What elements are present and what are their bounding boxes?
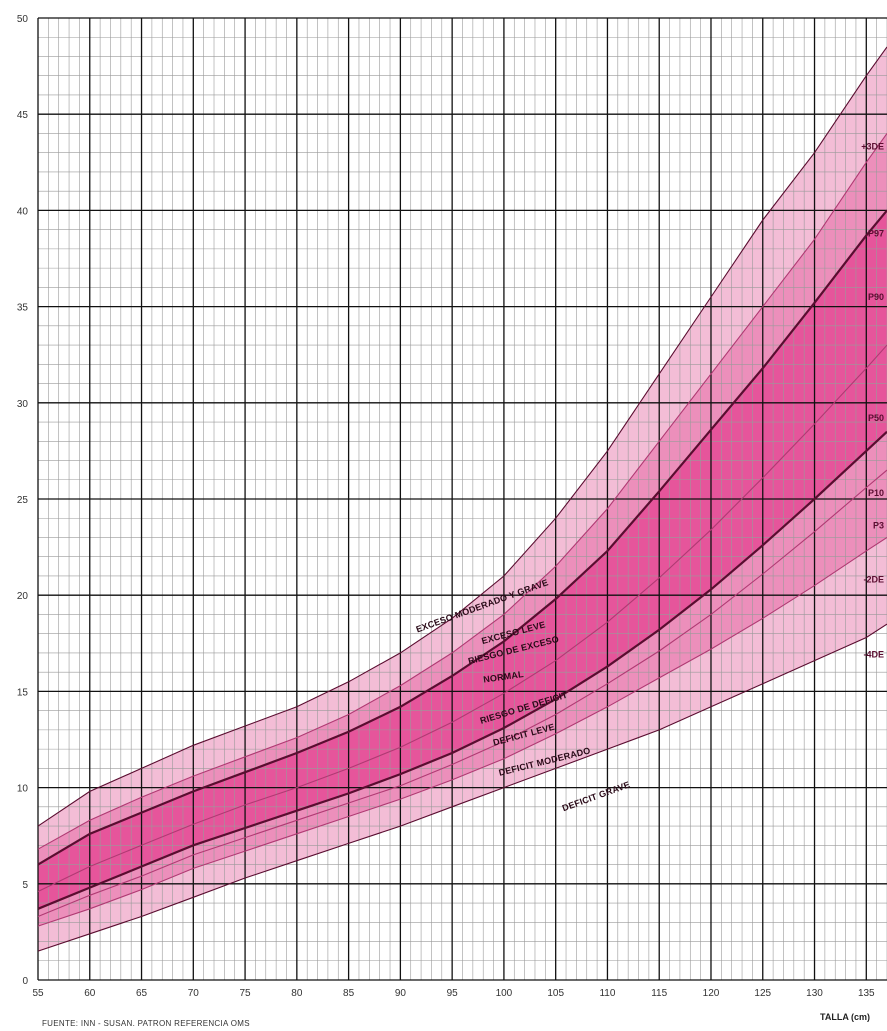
curve-p10	[37, 430, 887, 910]
curve-label: P50	[868, 413, 884, 423]
x-tick-label: 80	[291, 988, 303, 999]
x-tick-label: 120	[703, 988, 720, 999]
band-deficit-grave	[38, 537, 887, 952]
curve-p90	[37, 209, 887, 866]
x-tick-label: 70	[188, 988, 200, 999]
curve-label: -2DE	[863, 575, 884, 585]
y-tick-label: 0	[22, 976, 28, 987]
x-tick-label: 125	[754, 988, 771, 999]
x-tick-label: 90	[395, 988, 407, 999]
curve-p97	[37, 133, 887, 850]
curve-label: +3DE	[861, 142, 884, 152]
chart-curves	[37, 46, 887, 952]
y-tick-label: 50	[17, 14, 29, 25]
y-tick-label: 5	[22, 880, 28, 891]
y-tick-label: 30	[17, 399, 29, 410]
x-tick-label: 55	[32, 988, 44, 999]
curve-p3	[37, 469, 887, 918]
curve-label: P90	[868, 292, 884, 302]
y-axis-ticks: 0 5 10 15 20 25 30 35 40 45 50	[17, 14, 29, 987]
chart-grid-major	[37, 17, 887, 981]
x-tick-label: 135	[858, 988, 875, 999]
y-tick-label: 10	[17, 784, 29, 795]
band-normal	[38, 210, 887, 909]
curve-label: -4DE	[863, 650, 884, 660]
x-axis-ticks: 55 60 65 70 75 80 85 90 95 100 105 110 115 120 125 130 1…	[32, 988, 875, 999]
x-tick-label: 115	[651, 988, 667, 999]
curve-minus4de	[37, 623, 887, 952]
curve-label: P97	[868, 228, 884, 238]
x-tick-label: 75	[240, 988, 252, 999]
y-tick-label: 20	[17, 591, 29, 602]
y-tick-label: 25	[17, 495, 29, 506]
curve-labels: +3DE P97 P90 P50 P10 P3 -2DE -4DE	[861, 142, 884, 660]
curve-label: P3	[873, 521, 884, 531]
band-label: DEFICIT GRAVE	[561, 779, 632, 813]
y-tick-label: 40	[17, 206, 29, 217]
curve-label: P10	[868, 488, 884, 498]
x-tick-label: 130	[806, 988, 823, 999]
y-tick-label: 15	[17, 687, 29, 698]
curve-plus3de	[37, 46, 887, 827]
x-axis-title: TALLA (cm)	[820, 1012, 870, 1022]
x-tick-label: 85	[343, 988, 355, 999]
source-note: FUENTE: INN - SUSAN. PATRON REFERENCIA O…	[42, 1019, 250, 1028]
y-tick-label: 45	[17, 110, 29, 121]
x-tick-label: 65	[136, 988, 148, 999]
curve-minus2de	[37, 537, 887, 927]
chart-bands	[38, 46, 887, 952]
x-tick-label: 95	[447, 988, 459, 999]
x-tick-label: 110	[599, 988, 615, 999]
curve-p50	[37, 344, 887, 892]
x-tick-label: 105	[547, 988, 564, 999]
x-tick-label: 60	[84, 988, 96, 999]
y-tick-label: 35	[17, 303, 29, 314]
x-tick-label: 100	[496, 988, 513, 999]
